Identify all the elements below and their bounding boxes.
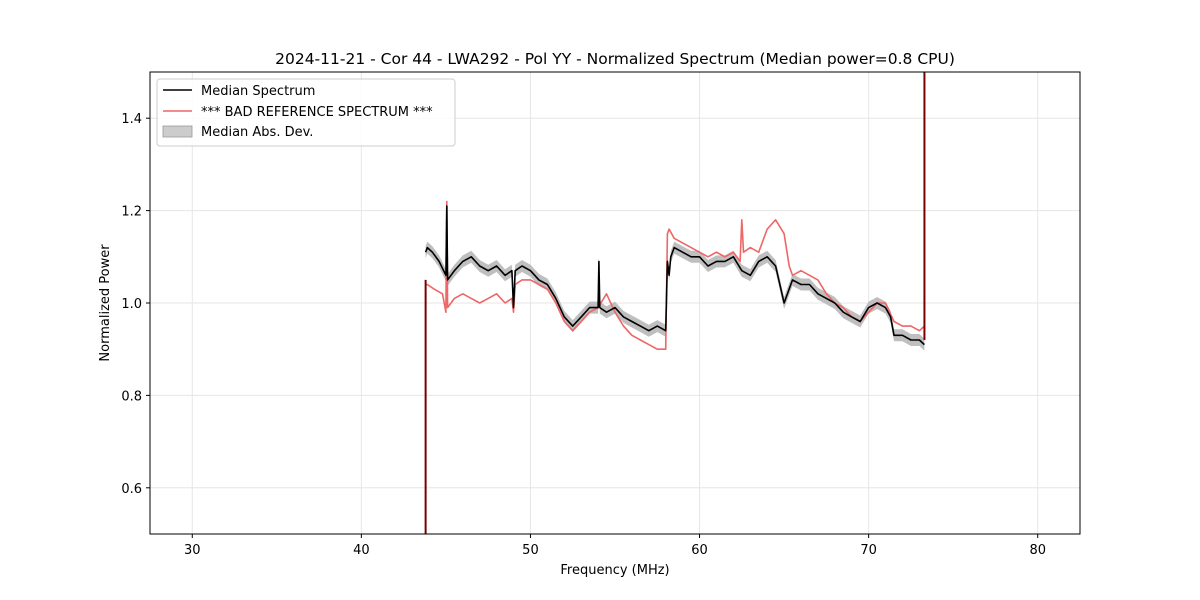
y-axis-label: Normalized Power bbox=[98, 244, 113, 362]
y-tick-label: 1.0 bbox=[121, 297, 142, 312]
spike-lines bbox=[424, 72, 926, 534]
legend-label-mad: Median Abs. Dev. bbox=[201, 125, 313, 140]
reference-spectrum-line bbox=[425, 200, 925, 351]
legend-label-median: Median Spectrum bbox=[201, 84, 315, 99]
x-tick-label: 60 bbox=[691, 543, 708, 558]
y-tick-label: 1.4 bbox=[121, 112, 142, 127]
legend-box bbox=[156, 78, 456, 147]
series-lines bbox=[424, 200, 925, 351]
x-tick-label: 40 bbox=[353, 543, 370, 558]
chart-title: 2024-11-21 - Cor 44 - LWA292 - Pol YY - … bbox=[275, 50, 955, 68]
mad-band-area bbox=[425, 200, 925, 351]
x-axis-label: Frequency (MHz) bbox=[560, 563, 669, 578]
y-tick-label: 0.8 bbox=[121, 389, 142, 404]
y-axis-ticks: 0.6 0.8 1.0 1.2 1.4 bbox=[121, 112, 150, 497]
x-tick-label: 70 bbox=[860, 543, 877, 558]
x-tick-label: 50 bbox=[522, 543, 539, 558]
y-tick-label: 1.2 bbox=[121, 205, 142, 220]
y-tick-label: 0.6 bbox=[121, 482, 142, 497]
x-axis-ticks: 30 40 50 60 70 80 bbox=[184, 534, 1046, 558]
median-spectrum-line bbox=[424, 205, 925, 346]
x-tick-label: 80 bbox=[1029, 543, 1046, 558]
x-tick-label: 30 bbox=[184, 543, 201, 558]
mad-band bbox=[425, 200, 925, 351]
legend-label-reference: *** BAD REFERENCE SPECTRUM *** bbox=[201, 105, 433, 120]
legend: Median Spectrum *** BAD REFERENCE SPECTR… bbox=[156, 78, 456, 147]
legend-swatch-mad bbox=[162, 125, 193, 138]
